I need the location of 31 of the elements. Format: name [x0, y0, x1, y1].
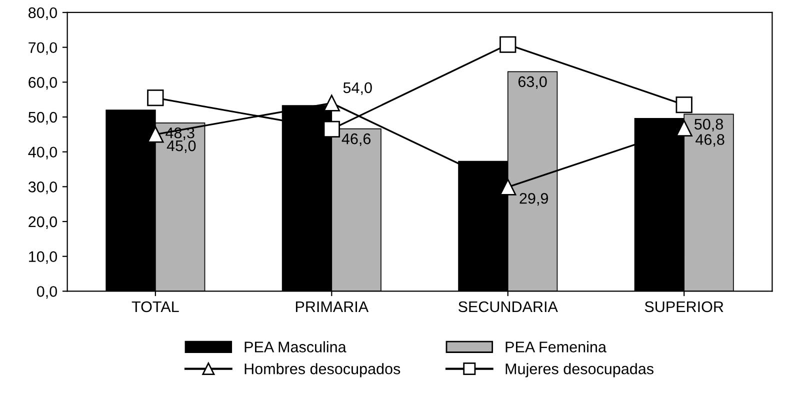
point: [500, 36, 516, 53]
legend-label: PEA Femenina: [506, 341, 606, 352]
y-tick-label: 30,0: [28, 182, 58, 194]
legend-label: PEA Masculina: [244, 341, 346, 352]
data-label: 54,0: [343, 82, 372, 95]
data-label: 50,8: [694, 118, 723, 132]
point: [676, 96, 692, 114]
point: [323, 120, 340, 138]
y-tick-label: 60,0: [28, 77, 58, 90]
legend-label: Hombres desocupados: [244, 363, 400, 378]
y-tick-label: 10,0: [29, 251, 58, 264]
data-label: 45,0: [166, 140, 196, 153]
y-tick-label: 50,0: [28, 112, 58, 124]
x-tick-label: SUPERIOR: [644, 301, 724, 312]
point: [500, 178, 516, 196]
data-label: 46,8: [696, 134, 724, 147]
data-label: 29,9: [520, 192, 548, 206]
point: [676, 120, 692, 136]
y-tick-label: 0,0: [36, 286, 57, 299]
point: [147, 126, 164, 143]
y-tick-label: 20,0: [28, 216, 58, 230]
y-tick-label: 80,0: [28, 7, 58, 20]
y-tick-label: 40,0: [28, 146, 58, 160]
x-tick-label: SECUNDARIA: [458, 301, 558, 312]
data-label: 63,0: [518, 76, 547, 89]
legend-label: Mujeres desocupadas: [506, 363, 654, 378]
y-tick-label: 70,0: [28, 42, 58, 55]
x-tick-label: PRIMARIA: [296, 301, 369, 312]
data-label: 46,6: [342, 133, 371, 146]
x-tick-label: TOTAL: [132, 301, 179, 312]
point: [147, 90, 164, 106]
